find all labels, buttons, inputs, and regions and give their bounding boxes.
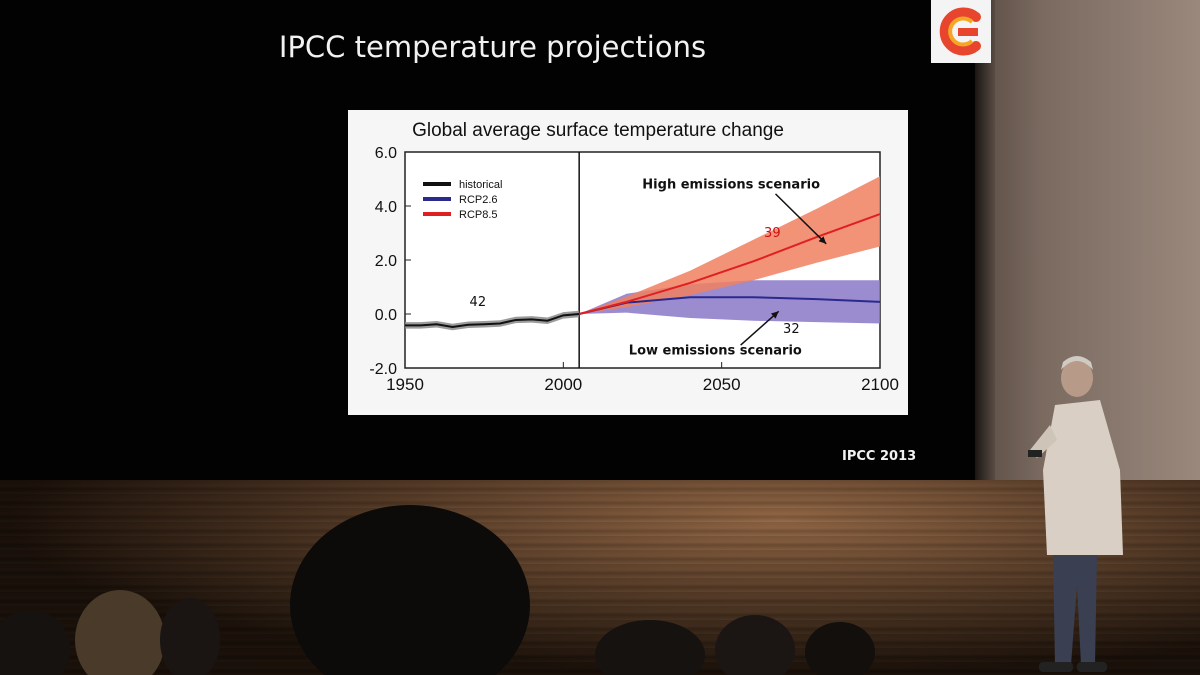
presenter-arm (1030, 425, 1057, 458)
series-line-RCP8.5 (578, 213, 881, 315)
x-tick-label: 2050 (703, 375, 741, 394)
legend-entry: RCP8.5 (459, 209, 498, 221)
low-scenario-arrow (740, 310, 780, 346)
series-band-RCP8.5 (579, 176, 880, 314)
presenter-hair (1061, 356, 1093, 370)
chart-annotation: High emissions scenario (642, 177, 820, 192)
x-tick-label: 2100 (861, 375, 899, 394)
slide-title: IPCC temperature projections (278, 30, 707, 64)
audience-head (805, 622, 875, 675)
chart-annotation: 42 (470, 295, 487, 310)
y-tick-label: 2.0 (375, 253, 397, 270)
y-tick-label: 4.0 (375, 199, 397, 216)
audience-head (715, 615, 795, 675)
wall-shadow (975, 0, 995, 505)
series-line-historical (405, 313, 580, 328)
chart-title: Global average surface temperature chang… (412, 120, 784, 141)
high-scenario-arrow (774, 193, 827, 245)
audience-head (75, 590, 165, 675)
audience-head (0, 610, 70, 675)
temperature-chart: Global average surface temperature chang… (348, 110, 908, 415)
chart-annotation: Low emissions scenario (629, 344, 802, 359)
logo (931, 0, 991, 63)
slide-credit: IPCC 2013 (842, 449, 917, 464)
presenter-shoe (1077, 662, 1107, 672)
y-tick-label: -2.0 (369, 361, 397, 378)
presenter-jacket (1043, 400, 1123, 555)
logo-c-icon (939, 7, 981, 56)
audience-head (595, 620, 705, 675)
x-tick-label: 1950 (386, 375, 424, 394)
presenter (1028, 356, 1123, 672)
audience-head (290, 505, 530, 675)
x-tick-label: 2000 (544, 375, 582, 394)
chart-annotation: 32 (783, 322, 800, 337)
presenter-shoe (1039, 662, 1073, 672)
legend-entry: historical (459, 179, 502, 191)
y-tick-label: 6.0 (375, 145, 397, 162)
chart-annotation: 39 (764, 226, 781, 241)
legend-entry: RCP2.6 (459, 194, 498, 206)
low-scenario-arrow-head (770, 311, 779, 319)
high-scenario-arrow-head (818, 236, 827, 244)
presenter-clicker (1028, 450, 1042, 457)
y-tick-label: 0.0 (375, 307, 397, 324)
presenter-trousers (1053, 555, 1097, 665)
audience-silhouettes (0, 505, 875, 675)
presenter-head (1061, 359, 1093, 397)
audience-head (160, 598, 220, 675)
